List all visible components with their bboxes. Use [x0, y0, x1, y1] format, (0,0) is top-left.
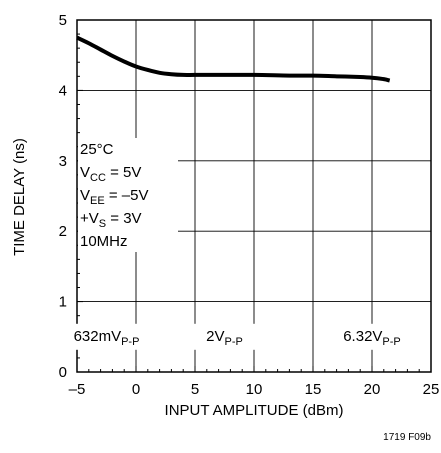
region-label-632mv: 632mVP-P	[74, 328, 140, 348]
x-tick-label: 10	[246, 381, 263, 398]
y-tick-labels: 0 1 2 3 4 5	[59, 12, 67, 381]
y-tick-label: 2	[59, 223, 67, 240]
region-label-background	[326, 323, 418, 350]
region-label-6-32v: 6.32VP-P	[343, 328, 401, 348]
x-tick-label: 20	[364, 381, 381, 398]
ticks	[76, 19, 432, 373]
x-tick-label: 25	[423, 381, 440, 398]
x-tick-labels: –5 0 5 10 15 20 25	[69, 381, 440, 398]
y-tick-label: 5	[59, 12, 67, 29]
y-tick-label: 0	[59, 364, 67, 381]
condition-vcc: VCC = 5V	[80, 164, 141, 184]
region-label-2v: 2VP-P	[206, 328, 243, 348]
condition-frequency: 10MHz	[80, 233, 128, 250]
condition-vs: +VS = 3V	[80, 210, 142, 230]
conditions-background	[78, 138, 178, 252]
y-axis-title: TIME DELAY (ns)	[11, 138, 28, 256]
condition-temperature: 25°C	[80, 141, 114, 158]
x-tick-label: –5	[69, 381, 86, 398]
y-tick-label: 3	[59, 153, 67, 170]
x-tick-label: 15	[305, 381, 322, 398]
x-tick-label: 5	[191, 381, 199, 398]
y-tick-label: 1	[59, 294, 67, 311]
condition-vee: VEE = –5V	[80, 187, 149, 207]
x-axis-title: INPUT AMPLITUDE (dBm)	[165, 402, 344, 419]
region-label-background	[60, 323, 153, 350]
figure-id: 1719 F09b	[383, 432, 431, 443]
x-tick-label: 0	[132, 381, 140, 398]
series-line	[76, 35, 391, 83]
region-label-background	[178, 323, 271, 350]
y-tick-label: 4	[59, 82, 67, 99]
region-labels: 632mVP-P 2VP-P 6.32VP-P	[60, 323, 418, 350]
